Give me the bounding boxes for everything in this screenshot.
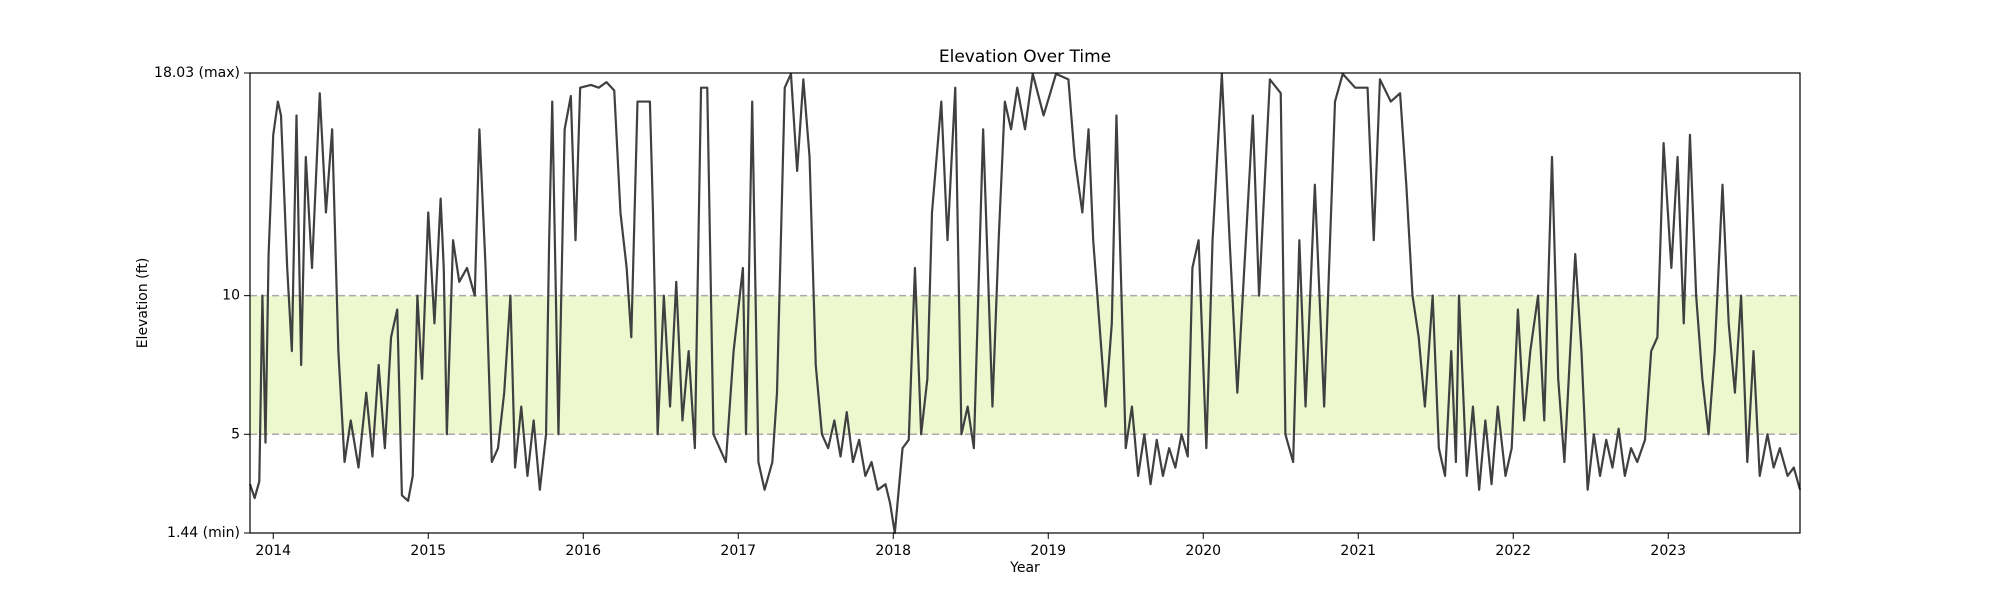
plot-frame — [249, 72, 1801, 534]
x-tick-label: 2021 — [1340, 543, 1376, 559]
x-tick-label: 2019 — [1030, 543, 1066, 559]
x-tick-label: 2023 — [1650, 543, 1686, 559]
y-tick-label: 10 — [222, 288, 240, 304]
y-axis-label: Elevation (ft) — [135, 258, 151, 349]
x-tick-label: 2022 — [1495, 543, 1531, 559]
chart-title: Elevation Over Time — [939, 47, 1111, 67]
x-tick-label: 2016 — [565, 543, 601, 559]
elevation-line — [248, 72, 1802, 535]
x-tick-label: 2020 — [1185, 543, 1221, 559]
x-tick-label: 2018 — [875, 543, 911, 559]
y-tick-label: 5 — [231, 426, 240, 442]
x-tick-label: 2015 — [410, 543, 446, 559]
y-tick-label: 18.03 (max) — [154, 65, 240, 81]
x-axis-label: Year — [1009, 560, 1040, 576]
x-tick-label: 2014 — [255, 543, 291, 559]
x-tick-label: 2017 — [720, 543, 756, 559]
y-tick-label: 1.44 (min) — [167, 525, 240, 541]
